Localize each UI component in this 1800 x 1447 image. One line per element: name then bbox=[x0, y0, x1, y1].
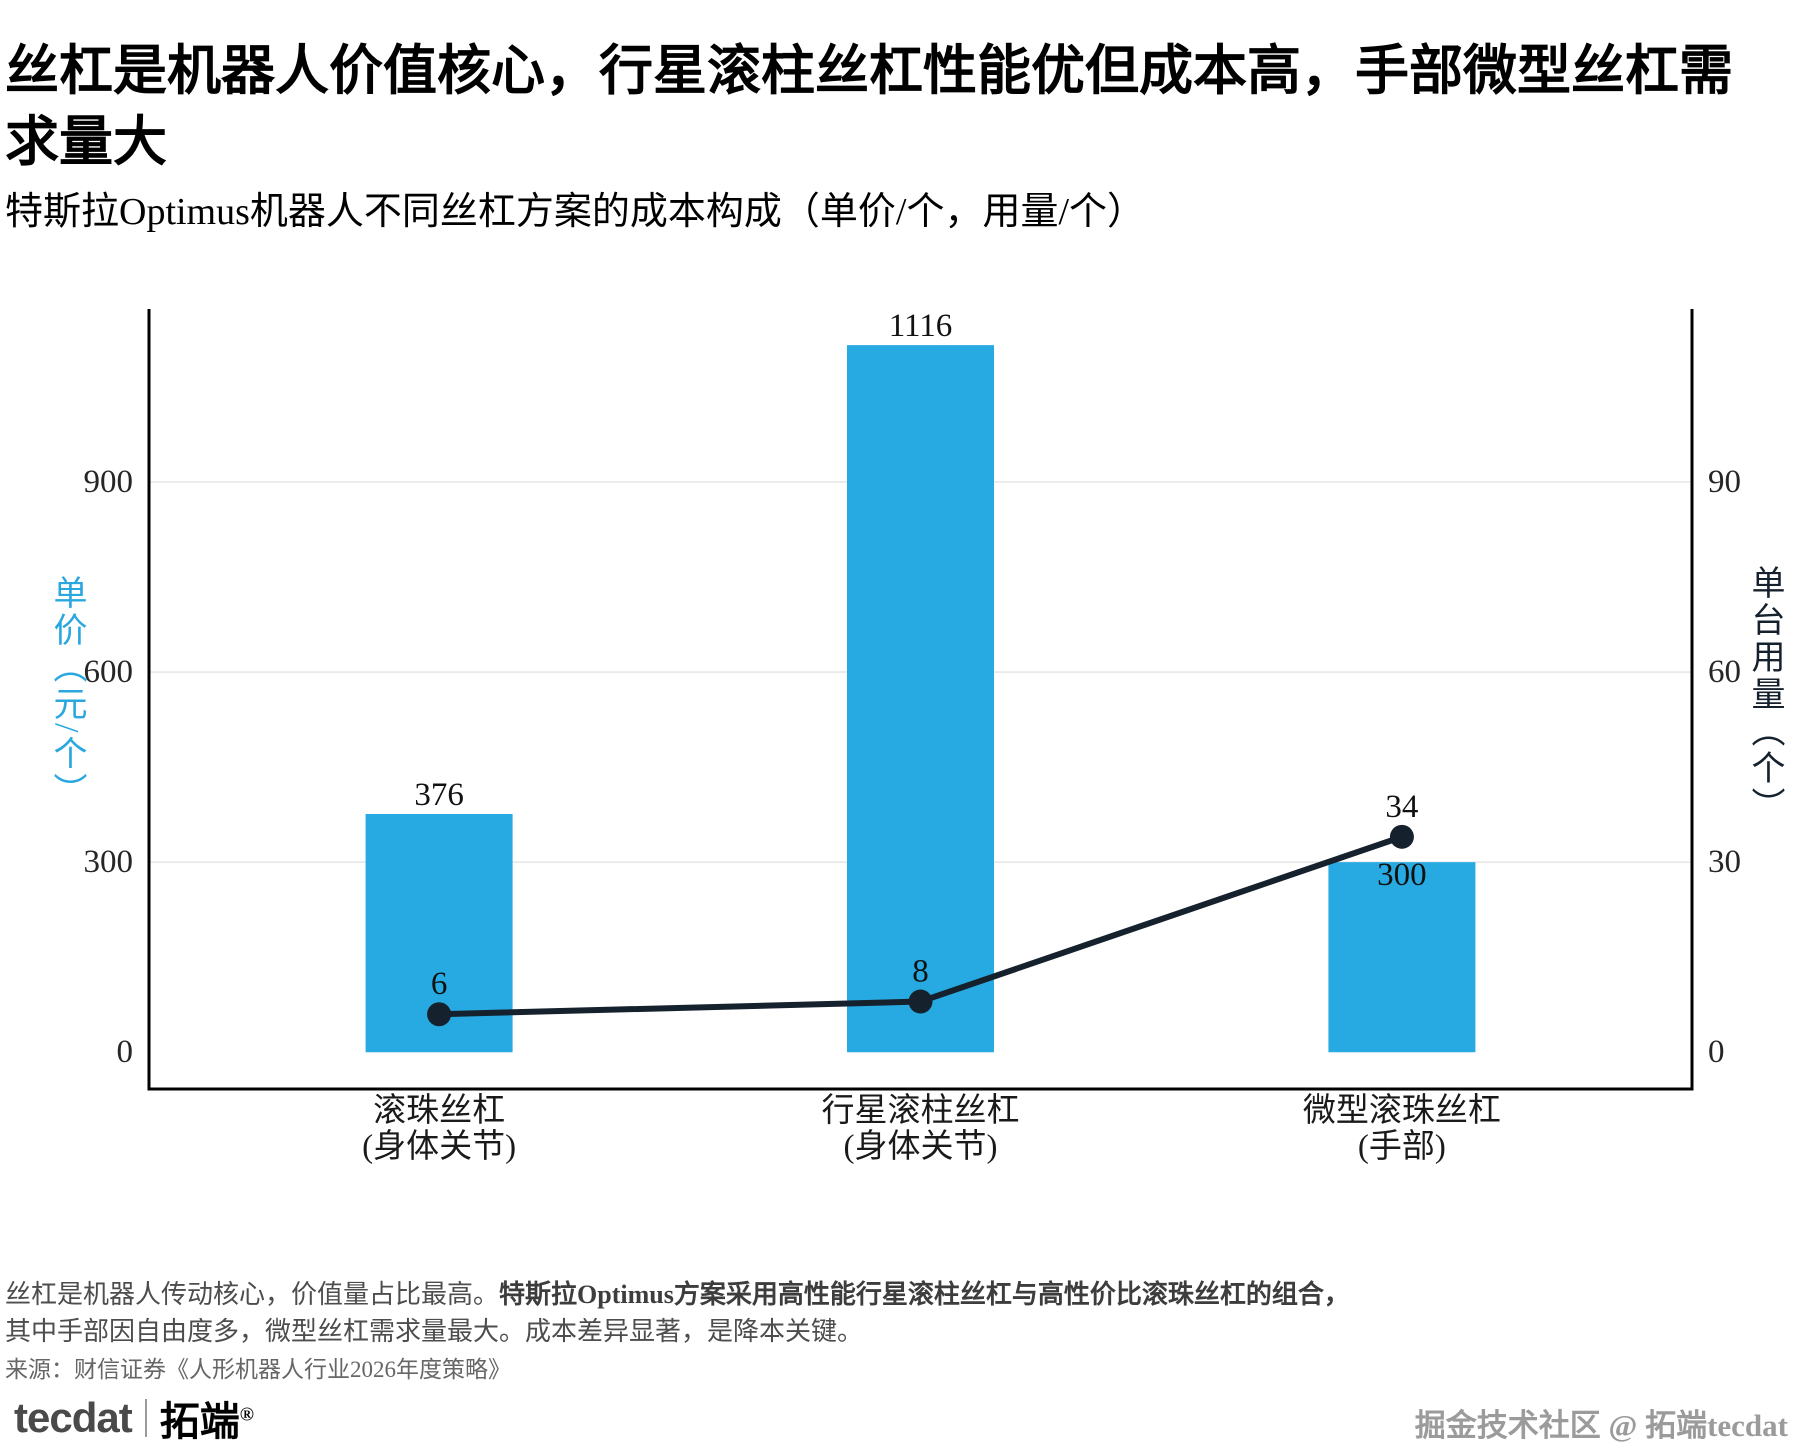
bar bbox=[847, 345, 994, 1053]
brand-logo-divider bbox=[144, 1399, 147, 1437]
brand-logo-cn: 拓端® bbox=[159, 1399, 254, 1444]
bar-value-label: 300 bbox=[1377, 857, 1427, 893]
bar bbox=[1328, 862, 1476, 1053]
point-value-label: 34 bbox=[1385, 789, 1418, 825]
footnote-line-1-normal: 丝杠是机器人传动核心，价值量占比最高。 bbox=[5, 1280, 500, 1309]
category-label: 行星滚柱丝杠 bbox=[822, 1092, 1020, 1129]
right-tick-label: 0 bbox=[1708, 1034, 1725, 1070]
category-label: 滚珠丝杠 bbox=[373, 1092, 505, 1129]
footnote-block: 丝杠是机器人传动核心，价值量占比最高。特斯拉Optimus方案采用高性能行星滚柱… bbox=[5, 1276, 1505, 1387]
chart-subtitle: 特斯拉Optimus机器人不同丝杠方案的成本构成（单价/个，用量/个） bbox=[5, 191, 1146, 233]
right-tick-label: 30 bbox=[1708, 844, 1741, 880]
category-sublabel: (手部) bbox=[1358, 1128, 1446, 1165]
footnote-line-2: 其中手部因自由度多，微型丝杠需求量最大。成本差异显著，是降本关键。 bbox=[5, 1317, 864, 1346]
right-tick-label: 90 bbox=[1708, 464, 1741, 500]
source-note: 来源：财信证券《人形机器人行业2026年度策略》 bbox=[5, 1357, 511, 1382]
left-axis-title: 单价（元/个） bbox=[48, 575, 85, 810]
category-sublabel: (身体关节) bbox=[362, 1128, 516, 1165]
brand-logo: tecdat 拓端® bbox=[14, 1394, 254, 1444]
bar bbox=[365, 814, 513, 1053]
left-tick-label: 0 bbox=[117, 1034, 134, 1070]
category-sublabel: (身体关节) bbox=[844, 1128, 998, 1165]
point-value-label: 8 bbox=[912, 954, 929, 990]
usage-line bbox=[436, 833, 1405, 1018]
left-tick-label: 300 bbox=[84, 844, 134, 880]
registered-mark: ® bbox=[239, 1404, 254, 1426]
footnote-line-1: 丝杠是机器人传动核心，价值量占比最高。特斯拉Optimus方案采用高性能行星滚柱… bbox=[5, 1276, 1505, 1313]
right-axis-title: 单台用量（个） bbox=[1746, 565, 1783, 824]
watermark: 掘金技术社区 @ 拓端tecdat bbox=[1414, 1408, 1788, 1443]
right-tick-label: 60 bbox=[1708, 654, 1741, 690]
left-tick-label: 900 bbox=[84, 464, 134, 500]
line-point bbox=[1389, 824, 1414, 849]
line-point bbox=[427, 1002, 452, 1027]
category-label: 微型滚珠丝杠 bbox=[1303, 1092, 1501, 1129]
bar-value-label: 1116 bbox=[889, 308, 953, 344]
page-title: 丝杠是机器人价值核心，行星滚柱丝杠性能优但成本高，手部微型丝杠需求量大 bbox=[5, 41, 1733, 172]
brand-logo-en: tecdat bbox=[14, 1394, 133, 1441]
footnote-line-1-bold: 特斯拉Optimus方案采用高性能行星滚柱丝杠与高性价比滚珠丝杠的组合， bbox=[499, 1280, 1350, 1309]
point-value-label: 6 bbox=[431, 966, 448, 1002]
bar-value-label: 376 bbox=[414, 777, 464, 813]
line-point bbox=[908, 989, 933, 1014]
